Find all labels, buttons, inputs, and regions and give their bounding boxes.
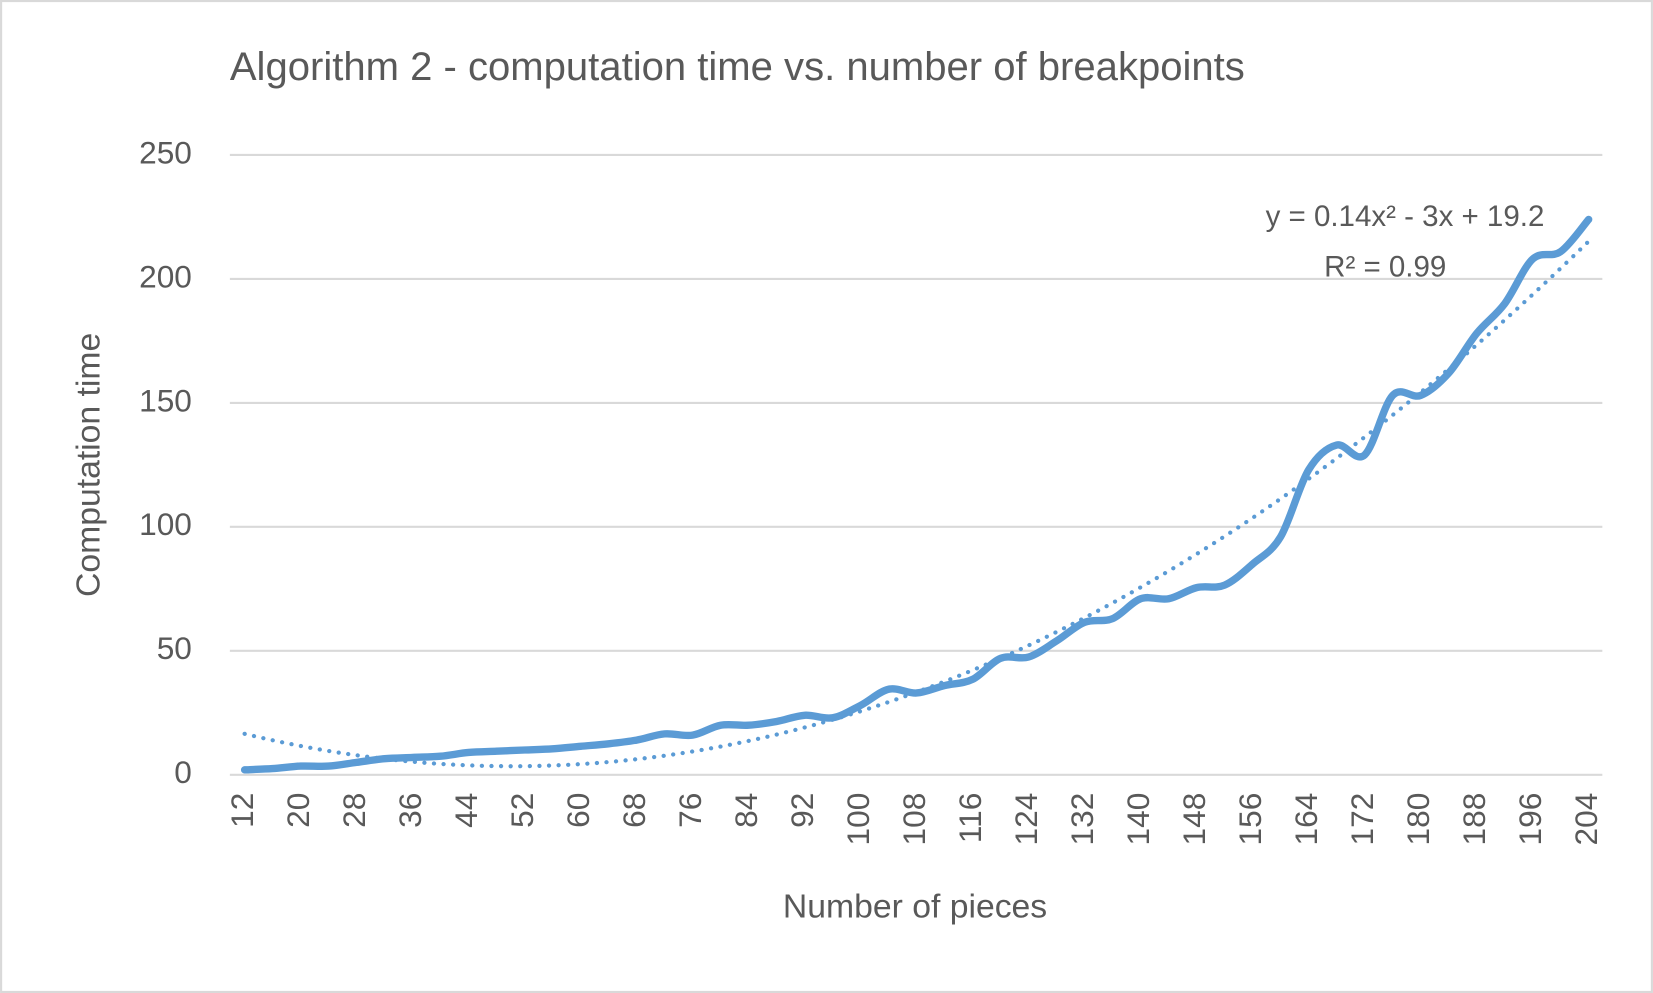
x-tick-label: 116 bbox=[952, 793, 988, 843]
y-tick-label: 150 bbox=[139, 382, 192, 418]
y-axis-title: Computation time bbox=[70, 333, 108, 597]
x-tick-label: 76 bbox=[672, 793, 708, 828]
y-tick-label: 0 bbox=[174, 754, 192, 790]
x-tick-label: 44 bbox=[448, 793, 484, 828]
x-tick-label: 92 bbox=[784, 793, 820, 828]
x-tick-label: 172 bbox=[1344, 793, 1380, 846]
x-tick-label: 132 bbox=[1064, 793, 1100, 846]
x-tick-label: 52 bbox=[504, 793, 540, 828]
x-tick-label: 100 bbox=[840, 793, 876, 846]
x-tick-label: 140 bbox=[1120, 793, 1156, 846]
x-tick-label: 84 bbox=[728, 793, 764, 828]
x-axis-title: Number of pieces bbox=[783, 888, 1047, 926]
x-tick-label: 180 bbox=[1400, 793, 1436, 846]
x-tick-label: 36 bbox=[392, 793, 428, 828]
x-tick-label: 164 bbox=[1288, 793, 1324, 846]
data-line bbox=[240, 215, 1593, 774]
x-tick-label: 20 bbox=[280, 793, 316, 828]
x-tick-label: 148 bbox=[1176, 793, 1212, 846]
y-tick-label: 100 bbox=[139, 506, 192, 542]
x-tick-label: 196 bbox=[1512, 793, 1548, 846]
x-tick-label: 28 bbox=[336, 793, 372, 828]
chart-title: Algorithm 2 - computation time vs. numbe… bbox=[230, 45, 1245, 89]
x-tick-label: 124 bbox=[1008, 793, 1044, 846]
x-tick-label: 60 bbox=[560, 793, 596, 828]
x-tick-label: 108 bbox=[896, 793, 932, 846]
y-tick-label: 250 bbox=[139, 134, 192, 170]
y-tick-label: 200 bbox=[139, 258, 192, 294]
x-tick-label: 156 bbox=[1232, 793, 1268, 846]
trendline bbox=[242, 239, 1591, 769]
y-tick-label: 50 bbox=[157, 630, 192, 666]
x-tick-label: 204 bbox=[1568, 793, 1604, 846]
trendline-equation: y = 0.14x² - 3x + 19.2 bbox=[1266, 200, 1545, 233]
x-tick-label: 188 bbox=[1456, 793, 1492, 846]
x-tick-label: 68 bbox=[616, 793, 652, 828]
x-tick-label: 12 bbox=[224, 793, 260, 828]
